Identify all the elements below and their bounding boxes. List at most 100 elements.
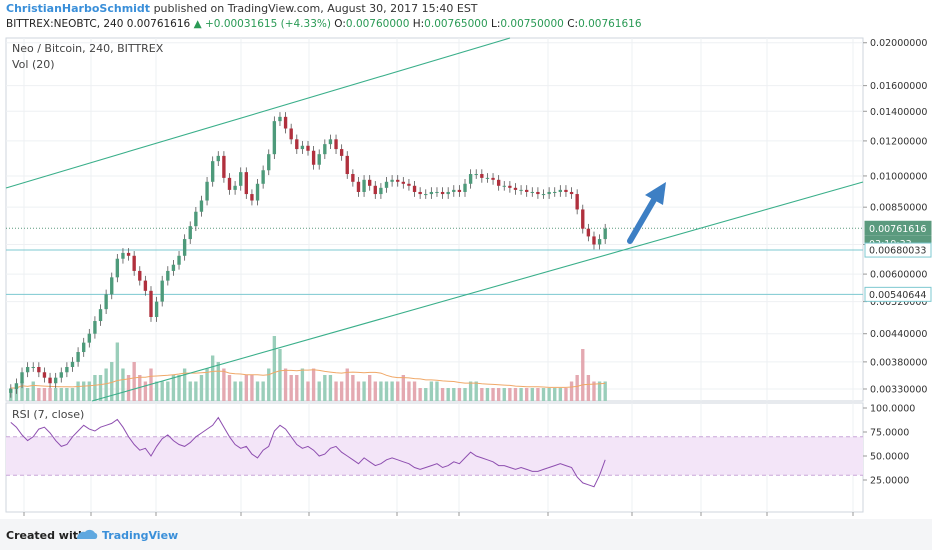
candle [592,231,596,250]
candle-body [182,239,187,256]
chart-area[interactable]: Neo / Bitcoin, 240, BITTREX Vol (20) RSI… [0,0,932,520]
volume-bar [233,381,237,401]
price-change: +0.00031615 (+4.33%) [205,18,331,30]
volume-bar [491,388,495,401]
author-link[interactable]: ChristianHarboSchmidt [6,2,151,15]
volume-bar [592,381,596,401]
volume-bar [222,368,226,401]
candle-body [379,187,383,195]
candle-body [603,228,607,240]
volume-bar [424,388,428,401]
candle-body [76,352,80,362]
volume-bar [407,381,411,401]
candle [452,185,456,197]
candle [317,149,321,170]
candle [121,248,125,264]
candle [328,134,333,150]
candle [519,185,523,195]
volume-bar [53,388,58,401]
candle [166,266,170,286]
candle-body [356,181,361,192]
candle [37,362,41,378]
rsi-axis: 100.0000 75.0000 50.0000 25.0000 [863,404,915,487]
candle-body [154,301,159,317]
volume-bar [87,381,91,401]
candle-body [306,145,310,151]
candle-body [418,191,422,195]
candle-body [317,154,321,165]
candle-body [93,321,97,334]
volume-bar [452,388,456,401]
volume-bar [143,381,148,401]
trendlines [5,37,864,402]
candle [65,362,69,378]
price-tag-box [864,242,932,258]
candle-body [474,174,478,176]
candle-body [508,185,512,188]
volume-bar [440,388,445,401]
candle [115,253,120,283]
volume-bar [25,388,30,401]
candle [351,169,355,187]
candle-body [59,372,63,378]
rsi-band-group [6,436,863,476]
candle-body [65,367,69,373]
candle-body [171,264,176,271]
candle-body [31,367,35,369]
candle [216,151,220,167]
volume-bar [558,388,563,401]
candle-body [250,194,254,201]
candle [407,179,411,191]
candle-body [592,236,596,245]
volume-bars [9,336,607,401]
annotation-arrow-icon [627,182,666,244]
candle [171,259,176,276]
volume-bar [457,388,462,401]
price-tag-label: 0.00680033 [869,246,926,257]
volume-bar [283,368,288,401]
candle [480,169,484,183]
tradingview-brand-link[interactable]: TradingView [102,529,179,542]
candle-body [216,155,220,162]
volume-bar [311,368,316,401]
volume-bar [468,381,473,401]
candle-body [384,181,389,188]
volume-bar [98,375,103,401]
volume-bar [194,381,198,401]
volume-bar [362,381,366,401]
candle [379,183,383,199]
volume-bar [463,388,467,401]
volume-bar [485,388,490,401]
volume-bar [328,375,333,401]
volume-bar [384,381,389,401]
volume-bar [508,388,512,401]
candle-body [536,191,540,195]
volume-bar [110,362,114,401]
candle [345,151,349,179]
candle-body [244,172,248,195]
candle [569,187,574,199]
candle-body [452,189,456,192]
price-tag: 0.00540644 [864,286,932,302]
volume-bar [227,375,232,401]
volume-bar [519,388,523,401]
candle [368,175,372,191]
candle-body [110,277,114,295]
candle [373,181,377,199]
candle-body [480,174,484,178]
candle-body [564,189,568,192]
candle [306,141,310,156]
candle-body [435,191,439,193]
symbol-header: BITTREX:NEOBTC, 240 0.00761616 ▲ +0.0003… [6,18,642,30]
volume-bar [42,388,47,401]
candle [300,141,305,154]
candle-body [553,191,557,193]
volume-bar [132,362,136,401]
candle [508,181,512,193]
created-with-label: Created with [6,529,86,542]
candle-body [558,189,563,192]
volume-bar [390,381,394,401]
candle [272,116,277,160]
candle [440,187,445,199]
price-tick-label: 0.01000000 [870,171,927,182]
